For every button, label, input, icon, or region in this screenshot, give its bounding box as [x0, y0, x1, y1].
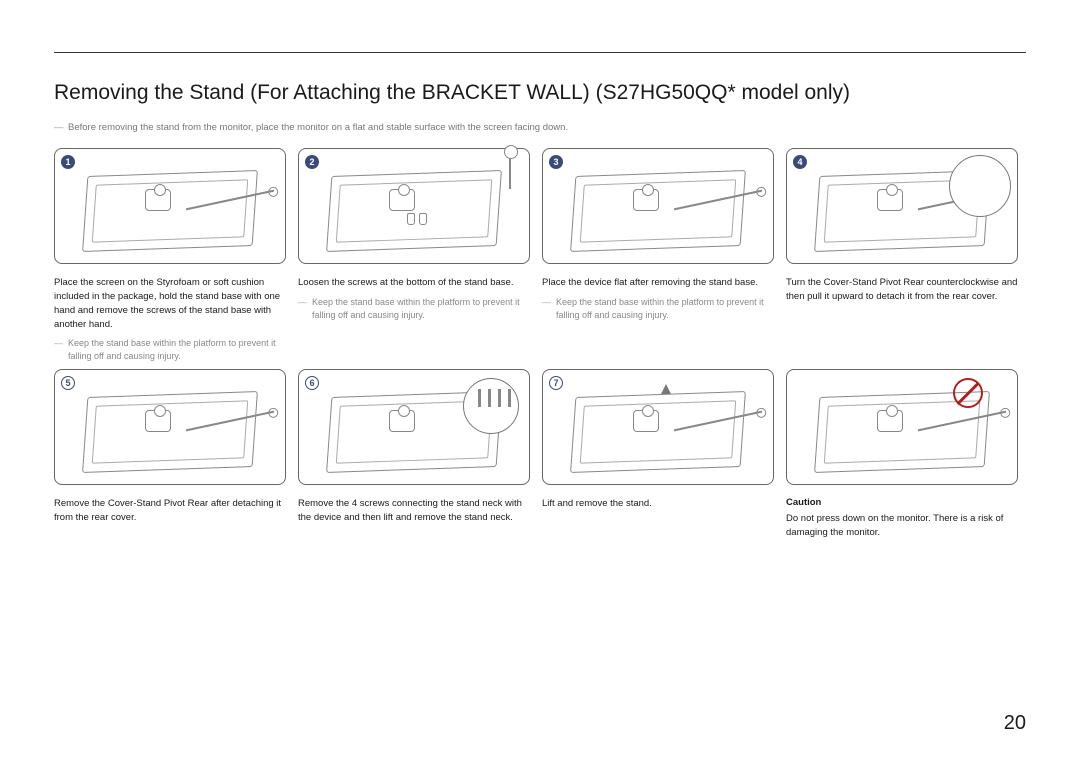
step-illustration: 7 [542, 369, 774, 485]
step-description: Lift and remove the stand. [542, 497, 774, 511]
step-description: Turn the Cover-Stand Pivot Rear counterc… [786, 276, 1018, 304]
step-cell: 3 Place the device flat after removing t… [542, 148, 774, 363]
step-cell: 2 Loosen the screws at the bottom of the… [298, 148, 530, 363]
step-badge: 2 [305, 155, 319, 169]
step-note: Keep the stand base within the platform … [54, 337, 286, 363]
top-rule [54, 52, 1026, 53]
step-description: Loosen the screws at the bottom of the s… [298, 276, 530, 290]
step-illustration: 3 [542, 148, 774, 264]
detail-circle [949, 155, 1011, 217]
step-badge: 1 [61, 155, 75, 169]
step-cell: 1 Place the screen on the Styrofoam or s… [54, 148, 286, 363]
step-note: Keep the stand base within the platform … [542, 296, 774, 322]
step-note: Keep the stand base within the platform … [298, 296, 530, 322]
step-badge: 6 [305, 376, 319, 390]
step-description: Remove the 4 screws connecting the stand… [298, 497, 530, 525]
step-description: Place the device flat after removing the… [542, 276, 774, 290]
caution-illustration [786, 369, 1018, 485]
caution-text: Do not press down on the monitor. There … [786, 512, 1018, 540]
intro-note: Before removing the stand from the monit… [54, 121, 1026, 134]
manual-page: Removing the Stand (For Attaching the BR… [0, 0, 1080, 542]
page-title: Removing the Stand (For Attaching the BR… [54, 81, 1026, 105]
step-cell: 4 Turn the Cover-Stand Pivot Rear counte… [786, 148, 1018, 363]
step-cell: 6 Remove the 4 screws connecting the sta… [298, 369, 530, 542]
step-illustration: 6 [298, 369, 530, 485]
step-illustration: 5 [54, 369, 286, 485]
step-badge: 4 [793, 155, 807, 169]
step-illustration: 4 [786, 148, 1018, 264]
steps-grid: 1 Place the screen on the Styrofoam or s… [54, 148, 1026, 542]
caution-cell: Caution Do not press down on the monitor… [786, 369, 1018, 542]
step-cell: 5 Remove the Cover-Stand Pivot Rear afte… [54, 369, 286, 542]
step-illustration: 2 [298, 148, 530, 264]
step-description: Remove the Cover-Stand Pivot Rear after … [54, 497, 286, 525]
step-badge: 5 [61, 376, 75, 390]
caution-title: Caution [786, 497, 1018, 508]
step-description: Place the screen on the Styrofoam or sof… [54, 276, 286, 331]
step-badge: 3 [549, 155, 563, 169]
step-illustration: 1 [54, 148, 286, 264]
page-number: 20 [1004, 712, 1026, 735]
detail-circle [463, 378, 519, 434]
step-badge: 7 [549, 376, 563, 390]
step-cell: 7 Lift and remove the stand. [542, 369, 774, 542]
